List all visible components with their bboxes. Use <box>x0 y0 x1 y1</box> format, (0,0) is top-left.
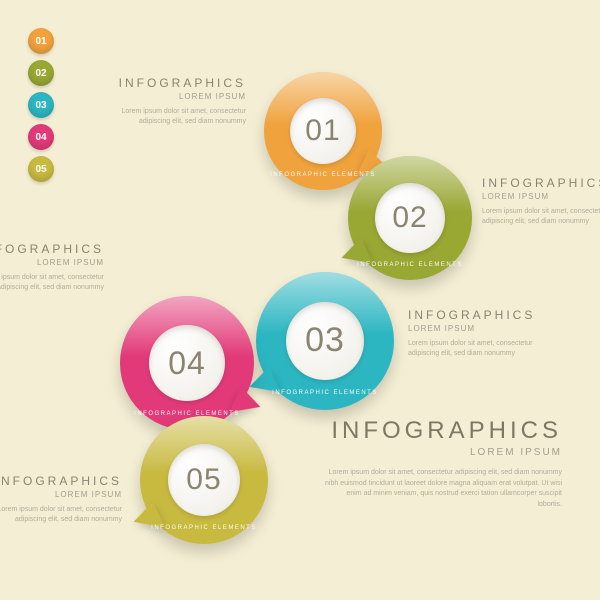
text-block-02: INFOGRAPHICS LOREM IPSUM Lorem ipsum dolor… <box>482 176 600 227</box>
ring-number: 05 <box>186 463 221 497</box>
block-subtitle: LOREM IPSUM <box>0 490 122 499</box>
main-subtitle: LOREM IPSUM <box>322 447 562 458</box>
ring-tail-icon <box>129 502 164 538</box>
ring-inner: 05 <box>168 444 240 516</box>
legend-dot-04: 04 <box>28 124 54 150</box>
main-heading-text: INFOGRAPHICS <box>322 417 562 445</box>
ring-04: 04INFOGRAPHIC ELEMENTS <box>120 296 254 430</box>
ring-number: 03 <box>305 321 345 360</box>
legend-dot-05: 05 <box>28 156 54 182</box>
block-body: Lorem ipsum dolor sit amet, consectetur … <box>408 339 558 359</box>
text-block-04: INFOGRAPHICS LOREM IPSUM Lorem ipsum dolor… <box>0 242 104 293</box>
block-body: Lorem ipsum dolor sit amet, consectetur … <box>0 505 122 525</box>
ring-number: 04 <box>168 345 206 382</box>
block-title: INFOGRAPHICS <box>0 242 104 256</box>
legend-dot-02: 02 <box>28 60 54 86</box>
ring-number: 01 <box>305 114 340 148</box>
ring-inner: 04 <box>149 325 224 400</box>
block-body: Lorem ipsum dolor sit amet, consectetur … <box>0 273 104 293</box>
main-heading: INFOGRAPHICS LOREM IPSUM Lorem ipsum dol… <box>322 417 562 510</box>
ring-number: 02 <box>392 201 427 235</box>
block-title: INFOGRAPHICS <box>482 176 600 190</box>
block-title: INFOGRAPHICS <box>408 308 558 322</box>
text-block-01: INFOGRAPHICS LOREM IPSUM Lorem ipsum dolor… <box>96 76 246 127</box>
infographic-canvas: 0102030405 01INFOGRAPHIC ELEMENTS02INFOG… <box>0 0 600 600</box>
text-block-05: INFOGRAPHICS LOREM IPSUM Lorem ipsum dolor… <box>0 474 122 525</box>
block-body: Lorem ipsum dolor sit amet, consectetur … <box>482 207 600 227</box>
block-subtitle: LOREM IPSUM <box>96 92 246 101</box>
block-subtitle: LOREM IPSUM <box>0 258 104 267</box>
ring-inner: 03 <box>286 302 363 379</box>
block-subtitle: LOREM IPSUM <box>408 324 558 333</box>
legend: 01 02 03 04 05 <box>28 28 54 188</box>
legend-dot-01: 01 <box>28 28 54 54</box>
ring-inner: 01 <box>290 98 356 164</box>
block-title: INFOGRAPHICS <box>0 474 122 488</box>
legend-dot-03: 03 <box>28 92 54 118</box>
block-title: INFOGRAPHICS <box>96 76 246 90</box>
block-subtitle: LOREM IPSUM <box>482 192 600 201</box>
ring-05: 05INFOGRAPHIC ELEMENTS <box>140 416 268 544</box>
ring-inner: 02 <box>375 183 444 252</box>
ring-01: 01INFOGRAPHIC ELEMENTS <box>264 72 382 190</box>
ring-03: 03INFOGRAPHIC ELEMENTS <box>256 272 394 410</box>
text-block-03: INFOGRAPHICS LOREM IPSUM Lorem ipsum dolor… <box>408 308 558 359</box>
ring-02: 02INFOGRAPHIC ELEMENTS <box>348 156 472 280</box>
ring-tail-icon <box>337 238 372 274</box>
main-body: Lorem ipsum dolor sit amet, consectetur … <box>322 468 562 510</box>
block-body: Lorem ipsum dolor sit amet, consectetur … <box>96 107 246 127</box>
